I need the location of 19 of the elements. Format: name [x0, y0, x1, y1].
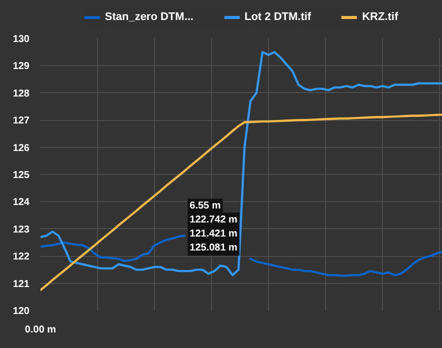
y-tick-label: 128: [12, 88, 30, 100]
legend-label: Lot 2 DTM.tif: [244, 11, 312, 23]
y-tick-label: 122: [12, 252, 30, 263]
x-tick-label: 0.00 m: [24, 324, 56, 336]
legend-label: Stan_zero DTM...: [104, 11, 194, 23]
annotation: 121.421 m: [190, 228, 238, 240]
y-tick-label: 126: [12, 142, 30, 154]
y-tick-label: 121: [12, 278, 30, 290]
y-tick-label: 124: [12, 197, 30, 208]
y-tick-label: 125: [12, 170, 30, 181]
annotation: 6.55 m: [190, 200, 221, 212]
annotation: 122.742 m: [190, 214, 238, 226]
y-tick-label: 120: [12, 306, 30, 317]
annotation: 125.081 m: [190, 242, 238, 254]
legend-label: KRZ.tif: [362, 11, 398, 23]
y-tick-label: 123: [12, 224, 30, 236]
y-tick-label: 129: [12, 61, 30, 72]
y-tick-label: 127: [12, 116, 30, 127]
y-tick-label: 130: [12, 34, 30, 45]
